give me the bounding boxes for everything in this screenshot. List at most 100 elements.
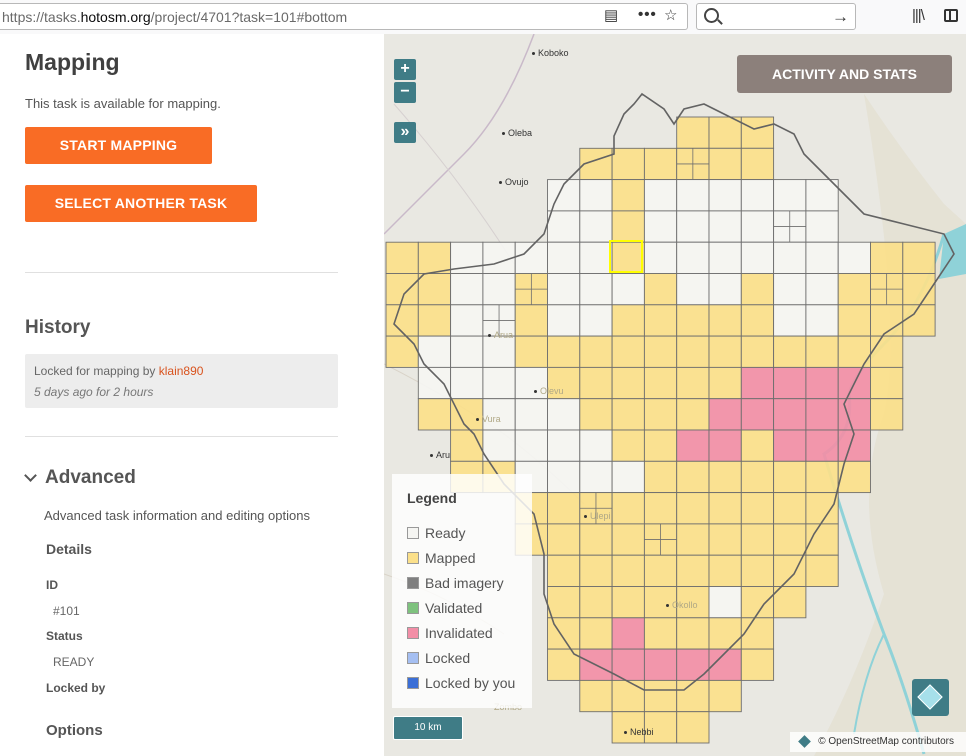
task-cell[interactable] xyxy=(611,179,645,212)
task-cell[interactable] xyxy=(805,460,839,494)
task-cell[interactable] xyxy=(417,273,452,306)
task-cell[interactable] xyxy=(870,398,904,431)
task-cell[interactable] xyxy=(708,679,742,713)
task-cell[interactable] xyxy=(740,648,775,681)
task-cell[interactable] xyxy=(773,586,807,619)
task-cell[interactable] xyxy=(676,711,710,744)
task-cell[interactable] xyxy=(450,273,484,306)
task-cell[interactable] xyxy=(676,366,710,400)
task-cell[interactable] xyxy=(385,304,419,337)
task-cell[interactable] xyxy=(870,241,904,274)
task-cell[interactable] xyxy=(708,460,742,494)
task-cell[interactable] xyxy=(417,366,452,400)
task-cell[interactable] xyxy=(547,586,581,619)
task-cell[interactable] xyxy=(740,273,775,306)
task-cell[interactable] xyxy=(740,210,775,243)
task-cell[interactable] xyxy=(547,273,581,306)
task-cell[interactable] xyxy=(482,429,516,462)
advanced-toggle[interactable]: Advanced xyxy=(45,467,136,488)
task-cell[interactable] xyxy=(740,429,775,462)
task-cell[interactable] xyxy=(740,335,775,368)
task-cell[interactable] xyxy=(547,617,581,650)
library-icon[interactable]: |||\ xyxy=(912,7,925,24)
selected-task-outline[interactable] xyxy=(609,240,643,273)
task-cell[interactable] xyxy=(676,429,710,462)
task-cell[interactable] xyxy=(805,241,839,274)
task-cell[interactable] xyxy=(708,492,742,525)
task-cell[interactable] xyxy=(708,304,742,337)
task-cell[interactable] xyxy=(805,335,839,368)
task-cell[interactable] xyxy=(870,335,904,368)
task-grid[interactable] xyxy=(385,116,936,744)
task-cell[interactable] xyxy=(611,679,645,713)
task-cell[interactable] xyxy=(643,711,678,744)
task-cell[interactable] xyxy=(676,335,710,368)
zoom-in-button[interactable]: + xyxy=(394,59,416,80)
task-cell[interactable] xyxy=(773,335,807,368)
select-another-task-button[interactable]: SELECT ANOTHER TASK xyxy=(25,185,257,222)
task-cell[interactable] xyxy=(837,273,871,306)
task-cell[interactable] xyxy=(579,179,613,212)
task-cell[interactable] xyxy=(579,617,613,650)
url-bar[interactable]: https://tasks.hotosm.org/project/4701?ta… xyxy=(0,3,688,30)
task-cell[interactable] xyxy=(579,679,613,713)
task-cell[interactable] xyxy=(482,273,516,306)
search-bar[interactable]: → xyxy=(696,3,856,30)
task-cell[interactable] xyxy=(450,429,484,462)
task-cell[interactable] xyxy=(417,241,452,274)
task-cell[interactable] xyxy=(740,523,775,556)
task-cell[interactable] xyxy=(547,523,581,556)
task-cell[interactable] xyxy=(547,460,581,494)
task-cell[interactable] xyxy=(773,241,807,274)
task-cell[interactable] xyxy=(611,147,645,181)
sidebar-toggle-icon[interactable] xyxy=(944,9,958,22)
map-attribution[interactable]: © OpenStreetMap contributors xyxy=(790,732,966,752)
task-cell[interactable] xyxy=(514,304,548,337)
task-cell[interactable] xyxy=(643,617,678,650)
task-cell[interactable] xyxy=(773,366,807,400)
task-cell[interactable] xyxy=(579,460,613,494)
task-cell[interactable] xyxy=(740,366,775,400)
task-cell[interactable] xyxy=(740,398,775,431)
task-cell[interactable] xyxy=(547,335,581,368)
task-cell[interactable] xyxy=(547,398,581,431)
task-cell[interactable] xyxy=(643,679,678,713)
task-cell[interactable] xyxy=(676,273,710,306)
bookmark-star-icon[interactable]: ☆ xyxy=(664,7,678,24)
task-cell[interactable] xyxy=(579,586,613,619)
task-cell[interactable] xyxy=(676,179,710,212)
task-cell[interactable] xyxy=(740,460,775,494)
task-cell[interactable] xyxy=(611,460,645,494)
layers-button[interactable] xyxy=(912,679,949,716)
task-cell[interactable] xyxy=(708,554,742,587)
task-cell[interactable] xyxy=(579,147,613,181)
task-cell[interactable] xyxy=(837,398,871,431)
task-cell[interactable] xyxy=(676,241,710,274)
task-cell[interactable] xyxy=(708,210,742,243)
task-cell[interactable] xyxy=(708,273,742,306)
activity-and-stats-button[interactable]: ACTIVITY AND STATS xyxy=(737,55,952,93)
task-cell[interactable] xyxy=(773,273,807,306)
task-cell[interactable] xyxy=(579,210,613,243)
task-cell[interactable] xyxy=(611,304,645,337)
task-cell[interactable] xyxy=(579,273,613,306)
task-cell[interactable] xyxy=(805,304,839,337)
task-cell[interactable] xyxy=(643,241,678,274)
task-cell[interactable] xyxy=(676,554,710,587)
task-cell[interactable] xyxy=(643,429,678,462)
task-cell[interactable] xyxy=(805,429,839,462)
expand-map-button[interactable]: » xyxy=(394,122,416,143)
task-cell[interactable] xyxy=(417,398,452,431)
task-cell[interactable] xyxy=(676,617,710,650)
history-user-link[interactable]: klain890 xyxy=(158,364,204,378)
task-cell[interactable] xyxy=(805,554,839,587)
task-cell[interactable] xyxy=(676,492,710,525)
task-cell[interactable] xyxy=(676,679,710,713)
task-cell[interactable] xyxy=(676,523,710,556)
task-cell[interactable] xyxy=(643,210,678,243)
task-cell[interactable] xyxy=(611,586,645,619)
task-cell[interactable] xyxy=(708,429,742,462)
task-cell[interactable] xyxy=(385,335,419,368)
task-cell[interactable] xyxy=(708,335,742,368)
task-cell[interactable] xyxy=(611,366,645,400)
